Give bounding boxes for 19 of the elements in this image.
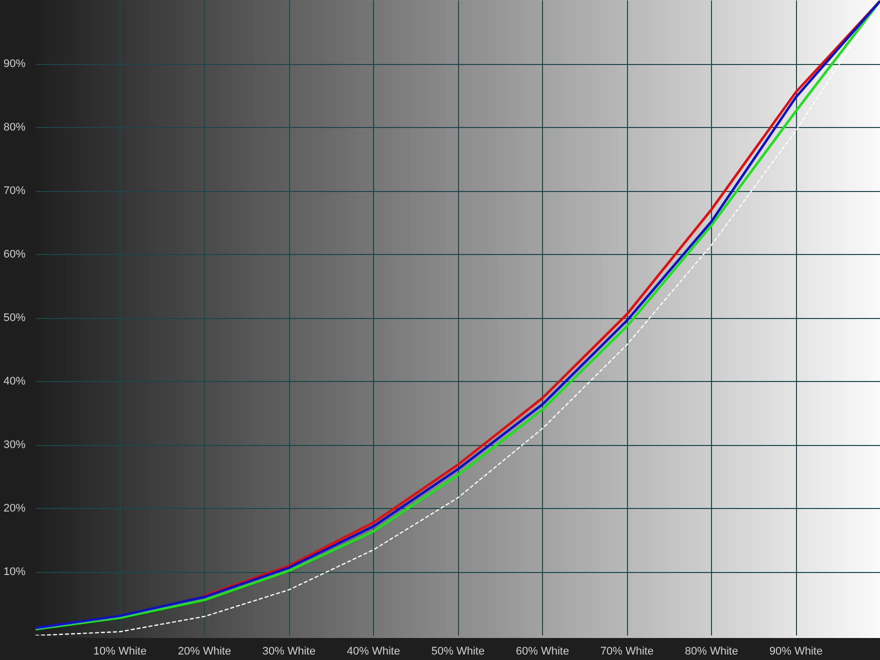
x-tick-label: 80% White — [684, 646, 738, 658]
x-tick-label: 40% White — [346, 646, 400, 658]
x-tick-label: 70% White — [600, 646, 654, 658]
line-series — [203, 0, 880, 597]
x-tick-label: 60% White — [516, 646, 570, 658]
y-tick-label: 10% — [3, 566, 26, 578]
x-tick-label: 30% White — [262, 646, 316, 658]
y-tick-label: 20% — [3, 502, 26, 514]
x-tick-label: 20% White — [178, 646, 232, 658]
y-tick-label: 90% — [3, 58, 26, 70]
y-tick-label: 40% — [3, 376, 26, 388]
y-tick-label: 50% — [3, 312, 26, 324]
y-tick-label: 60% — [3, 248, 26, 260]
x-tick-label: 10% White — [93, 646, 147, 658]
y-tick-label: 80% — [3, 122, 26, 134]
x-tick-label: 50% White — [431, 646, 485, 658]
y-tick-label: 70% — [3, 185, 26, 197]
x-tick-label: 90% White — [769, 646, 823, 658]
y-tick-label: 30% — [3, 439, 26, 451]
